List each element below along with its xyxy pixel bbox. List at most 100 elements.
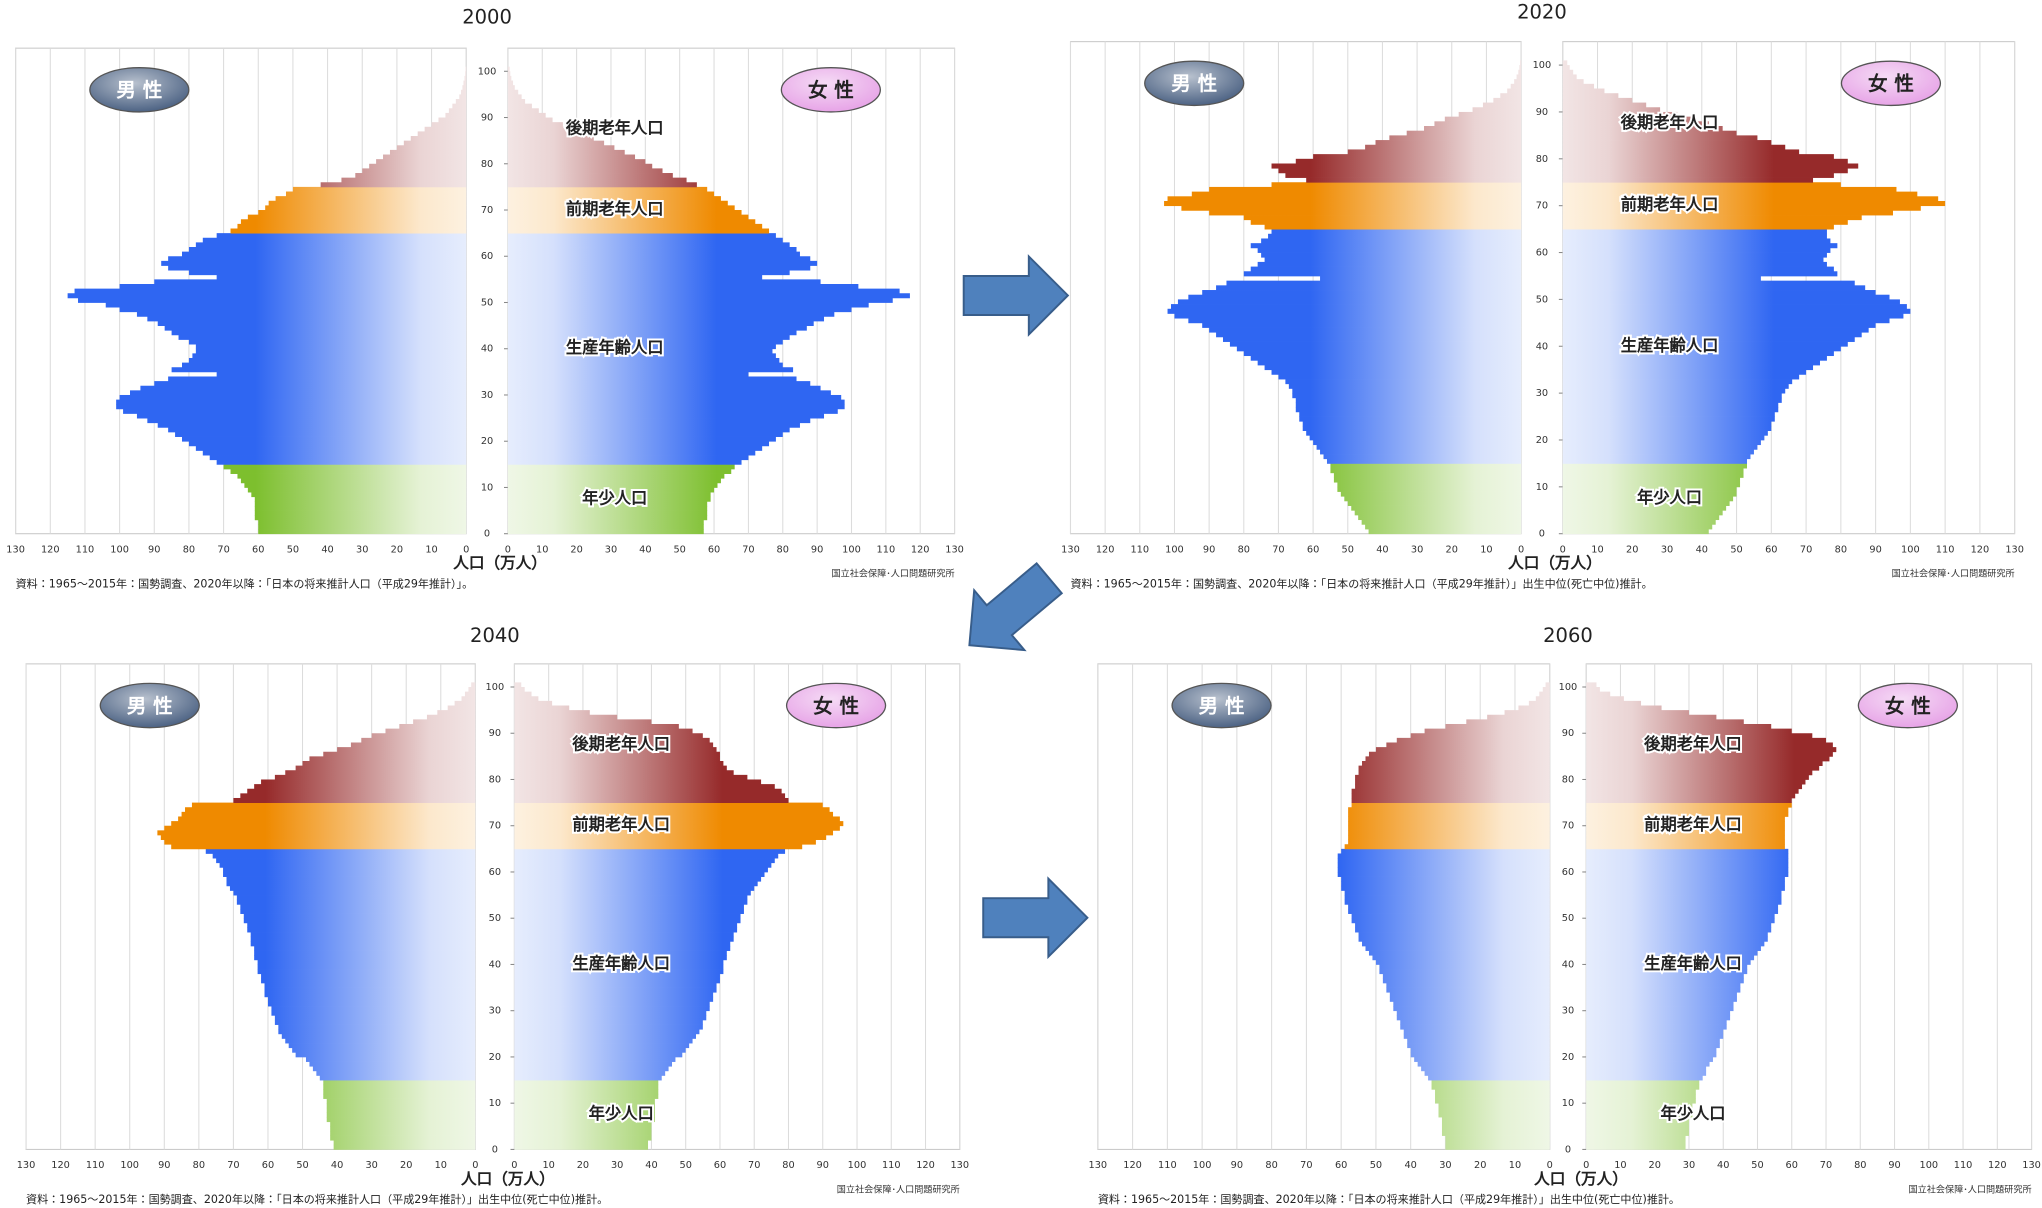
credit: 国立社会保障･人口問題研究所 — [837, 1183, 960, 1195]
bar — [164, 839, 476, 845]
bar — [1355, 779, 1550, 785]
bar — [507, 468, 732, 474]
bar — [1562, 393, 1782, 399]
bar — [1562, 130, 1737, 136]
bar — [1243, 350, 1522, 357]
bar — [1320, 449, 1522, 455]
bar — [1351, 802, 1550, 808]
x-tick-label: 130 — [17, 1160, 36, 1171]
bar — [452, 103, 467, 109]
bar — [1562, 168, 1848, 174]
bar — [431, 122, 467, 128]
bar — [1222, 336, 1522, 342]
bar — [1295, 397, 1522, 403]
bar — [1410, 1052, 1550, 1058]
x-tick-label: 10 — [1480, 544, 1492, 555]
bar — [1292, 393, 1522, 399]
x-tick-label: 70 — [1800, 544, 1812, 555]
bar — [1216, 332, 1522, 338]
bar — [1586, 691, 1611, 697]
bar — [1393, 1001, 1550, 1007]
bar — [1562, 65, 1570, 71]
bar — [292, 186, 467, 192]
bar — [250, 941, 476, 947]
x-tick-label: 80 — [777, 544, 789, 555]
bar — [1586, 1089, 1696, 1095]
x-tick-label: 120 — [911, 544, 930, 555]
bar — [1355, 784, 1550, 790]
bar — [1365, 945, 1550, 951]
bar — [1562, 468, 1744, 474]
bar — [1375, 959, 1550, 965]
x-tick-label: 40 — [1696, 544, 1708, 555]
bar — [1445, 1135, 1550, 1141]
bar — [254, 784, 476, 790]
bar — [323, 1093, 476, 1099]
bar — [396, 145, 467, 151]
bar — [258, 519, 467, 525]
bar — [1341, 881, 1550, 887]
x-tick-label: 70 — [1272, 544, 1284, 555]
bar — [514, 1024, 703, 1030]
bar — [1586, 996, 1737, 1002]
bar — [507, 311, 835, 317]
credit: 国立社会保障･人口問題研究所 — [832, 568, 955, 580]
x-tick-label: 60 — [1335, 1160, 1347, 1171]
bar — [1562, 435, 1765, 441]
bar — [1562, 224, 1834, 230]
bar — [264, 992, 476, 998]
y-tick-label: 10 — [481, 482, 493, 493]
bar — [116, 399, 467, 405]
bar — [376, 159, 467, 165]
x-tick-label: 30 — [365, 1160, 377, 1171]
bar — [507, 173, 673, 179]
bar — [1586, 1019, 1727, 1025]
bar — [326, 1103, 476, 1109]
bar — [1562, 472, 1744, 478]
bar — [448, 108, 467, 114]
x-tick-label: 120 — [1971, 544, 1990, 555]
bar — [468, 687, 476, 693]
bar — [209, 455, 467, 461]
y-tick-label: 0 — [1539, 529, 1545, 540]
bar — [1586, 719, 1744, 725]
bar — [267, 1001, 476, 1007]
x-tick-label: 30 — [611, 1160, 623, 1171]
bar — [1562, 93, 1619, 99]
bar — [1586, 969, 1748, 975]
bar — [1586, 844, 1785, 850]
band-label: 年少人口 — [589, 1104, 654, 1123]
x-tick-label: 20 — [400, 1160, 412, 1171]
bar — [507, 404, 845, 410]
bar — [507, 288, 900, 294]
bar — [514, 932, 734, 938]
bar — [1341, 876, 1550, 882]
x-tick-label: 70 — [742, 544, 754, 555]
bar — [1386, 987, 1550, 993]
bar — [1562, 243, 1838, 249]
bar — [514, 950, 727, 956]
bar — [514, 941, 731, 947]
bar — [1562, 346, 1841, 352]
bar — [1586, 770, 1813, 776]
bar — [326, 1117, 476, 1123]
bar — [1586, 1093, 1696, 1099]
bar — [1337, 862, 1550, 868]
bar — [514, 913, 741, 919]
bar — [507, 450, 756, 456]
bar — [323, 1080, 476, 1086]
bar — [507, 510, 708, 516]
bar — [1340, 491, 1522, 497]
bar — [116, 404, 467, 410]
bar — [507, 265, 811, 271]
band-label: 年少人口 — [582, 489, 647, 508]
bar — [507, 274, 763, 280]
bar — [1354, 510, 1522, 516]
bar — [1188, 294, 1522, 300]
bar — [312, 1066, 476, 1072]
bar — [507, 219, 756, 225]
bar — [309, 756, 476, 762]
bar — [507, 200, 728, 206]
bar — [192, 353, 467, 359]
bar — [507, 145, 615, 151]
